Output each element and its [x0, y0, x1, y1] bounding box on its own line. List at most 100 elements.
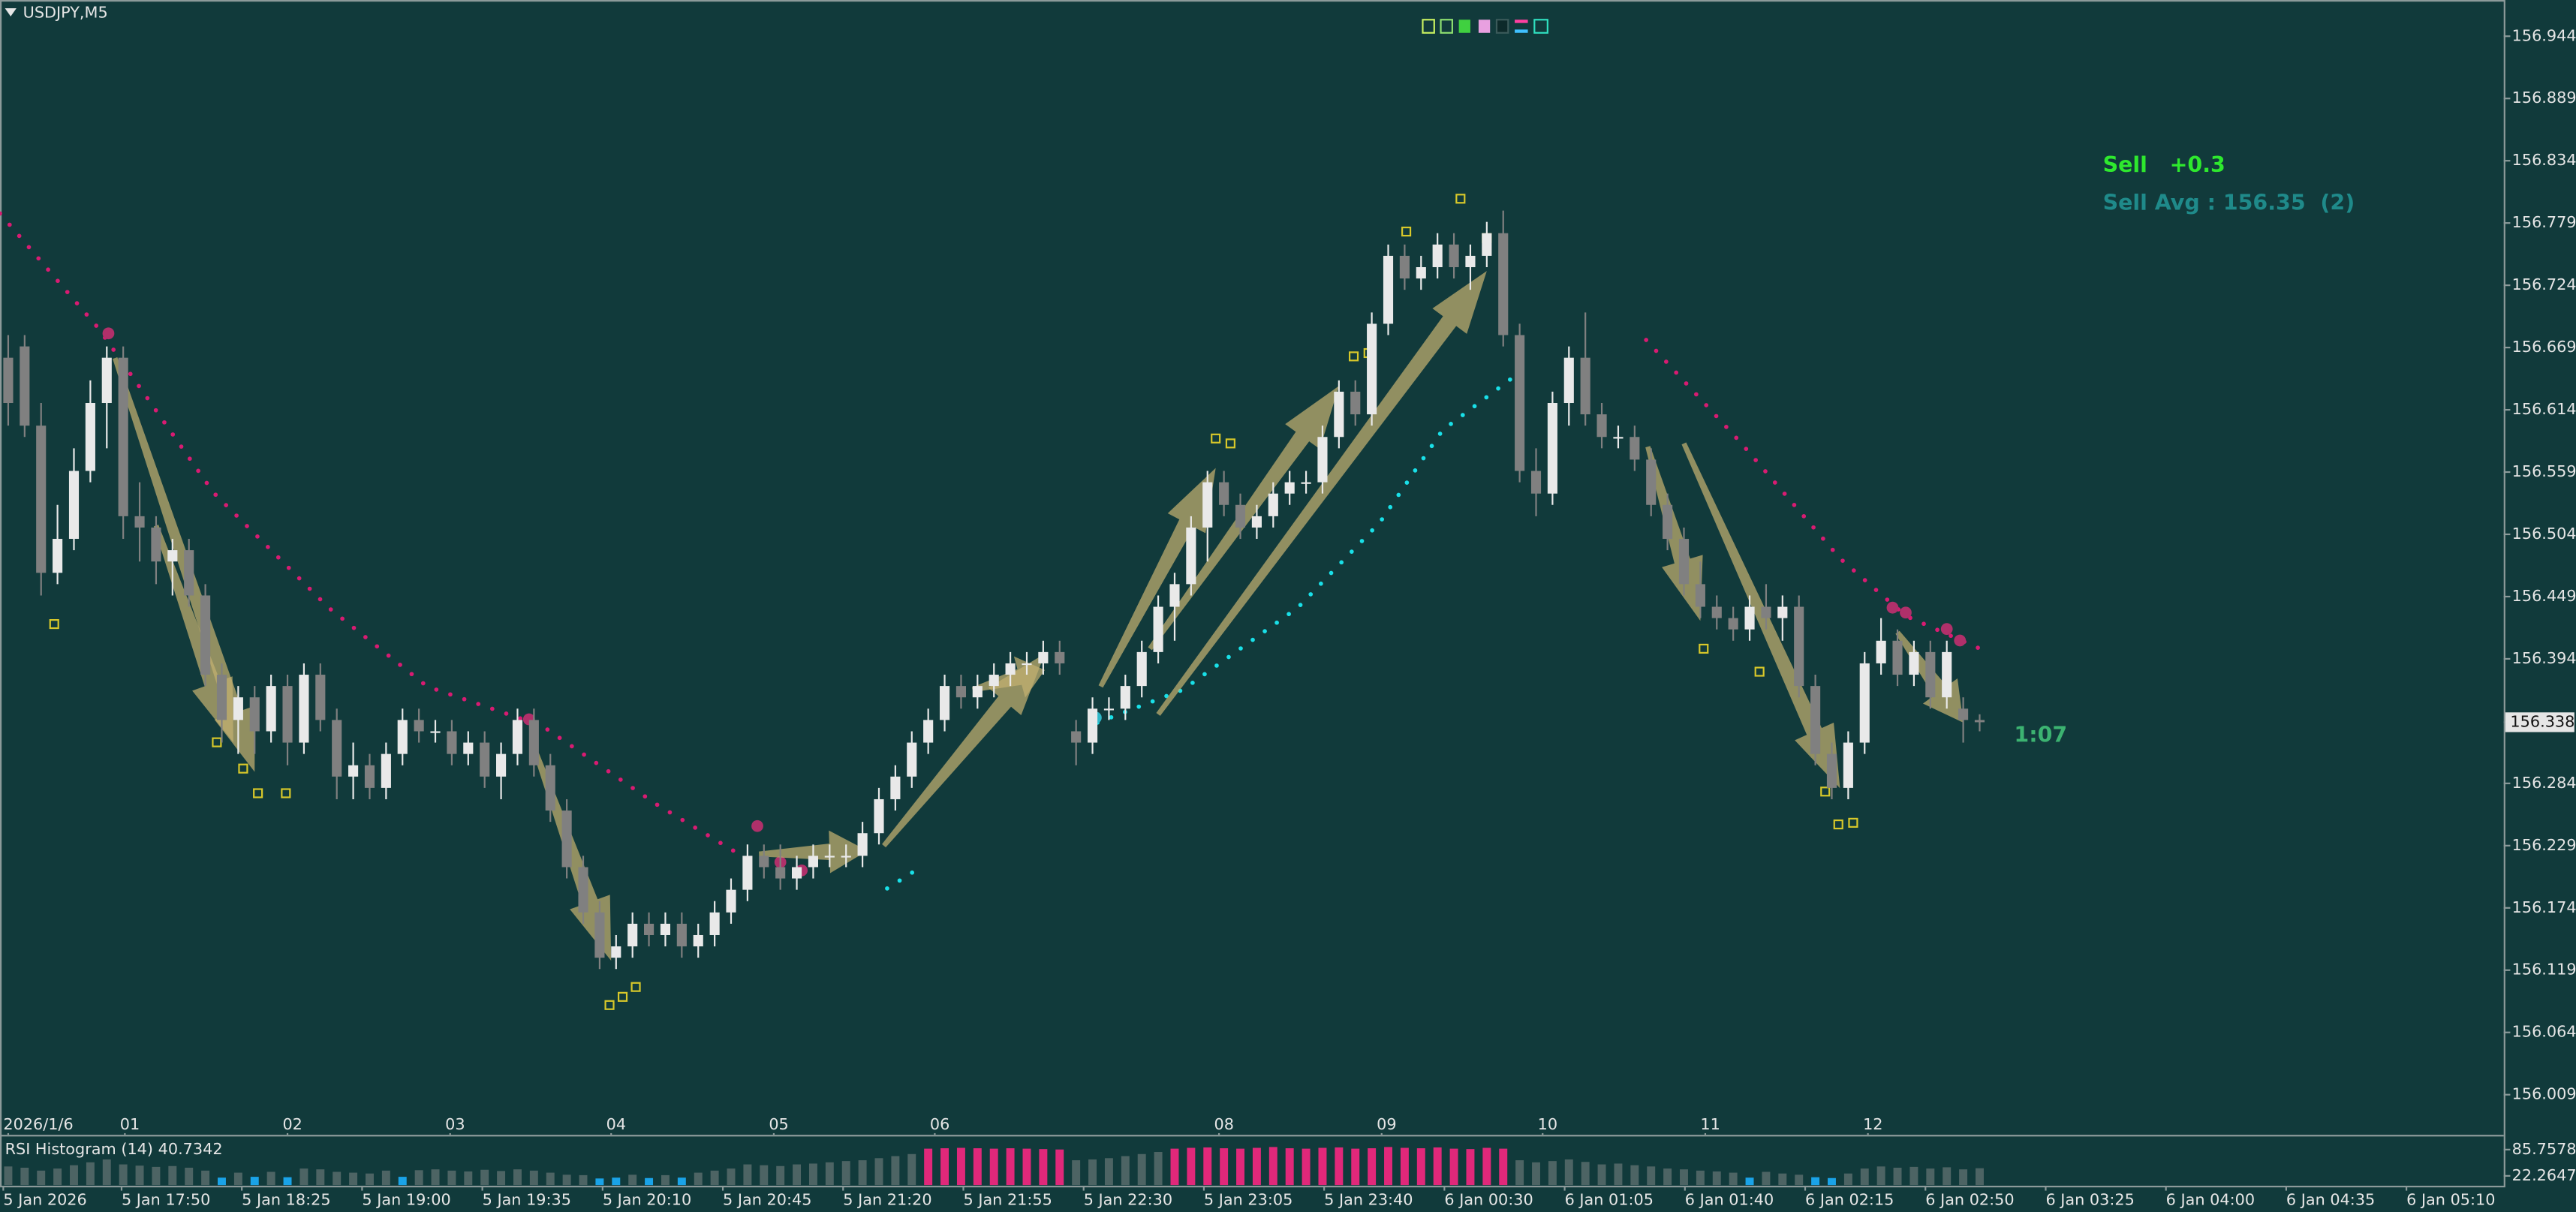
- rsi-bar: [70, 1165, 78, 1186]
- candle-body: [1530, 471, 1542, 494]
- y-tick-label: 156.559: [2512, 462, 2576, 480]
- tool-icon[interactable]: [1495, 19, 1509, 34]
- x-tick-label: 6 Jan 00:30: [1444, 1191, 1533, 1209]
- hour-label: 01: [120, 1115, 140, 1133]
- marker: [1348, 351, 1359, 362]
- rsi-bar: [1581, 1162, 1590, 1186]
- signal-dot: [102, 327, 115, 340]
- candle-body: [1416, 266, 1426, 279]
- rsi-bar: [1943, 1167, 1952, 1186]
- rsi-bar: [1187, 1147, 1196, 1186]
- candle-body: [1169, 584, 1180, 607]
- rsi-bar: [1220, 1148, 1229, 1186]
- candle-body: [594, 912, 605, 958]
- hour-label: 09: [1377, 1115, 1396, 1133]
- rsi-bar: [1795, 1174, 1804, 1186]
- menu-arrow[interactable]: [5, 8, 17, 17]
- rsi-bar: [924, 1148, 933, 1186]
- rsi-bar: [1630, 1165, 1639, 1186]
- x-tick-label: 6 Jan 01:05: [1565, 1191, 1654, 1209]
- candle-body: [332, 720, 342, 777]
- y-tick-label: 156.504: [2512, 525, 2576, 543]
- x-tick-label: 5 Jan 21:55: [963, 1191, 1052, 1209]
- rsi-bar: [1696, 1170, 1705, 1186]
- y-tick-label: 156.449: [2512, 587, 2576, 605]
- rsi-bar: [283, 1177, 292, 1186]
- candle-body: [1974, 720, 1985, 723]
- rsi-bar: [793, 1164, 802, 1186]
- marker: [1848, 817, 1858, 828]
- rsi-bar: [727, 1168, 736, 1186]
- candle-body: [1251, 516, 1262, 528]
- rsi-bar: [546, 1172, 555, 1186]
- candle-body: [3, 357, 14, 404]
- y-tick-label: 156.834: [2512, 151, 2576, 169]
- rsi-bar: [480, 1169, 489, 1186]
- hour-label: 06: [930, 1115, 949, 1133]
- x-tick-label: 5 Jan 18:25: [242, 1191, 330, 1209]
- candle-body: [726, 889, 736, 913]
- tool-icon[interactable]: [1478, 20, 1491, 33]
- tool-icon[interactable]: [1533, 19, 1548, 34]
- x-tick-label: 5 Jan 2026: [3, 1191, 86, 1209]
- toolbar[interactable]: [1422, 19, 1548, 34]
- rsi-bar: [1285, 1148, 1294, 1186]
- candle-body: [282, 686, 293, 743]
- hour-label: 08: [1214, 1115, 1234, 1133]
- hour-label: 10: [1538, 1115, 1557, 1133]
- candle-body: [1071, 731, 1082, 743]
- rsi-bar: [185, 1167, 194, 1186]
- candle-body: [824, 856, 835, 858]
- marker: [1401, 226, 1412, 237]
- candle-body: [496, 753, 507, 777]
- tool-icon[interactable]: [1422, 19, 1435, 34]
- sar-dots: [0, 211, 755, 865]
- candle-body: [249, 697, 260, 732]
- candle-body: [1563, 357, 1574, 404]
- candle-body: [528, 720, 539, 765]
- rsi-bar: [595, 1178, 604, 1186]
- rsi-bar: [1828, 1177, 1836, 1186]
- hour-label: 12: [1863, 1115, 1882, 1133]
- rsi-bar: [1959, 1169, 1968, 1186]
- marker: [49, 619, 59, 630]
- candle-body: [1728, 618, 1738, 630]
- rsi-bar: [316, 1169, 325, 1186]
- candle-body: [972, 686, 983, 698]
- candle-body: [348, 765, 359, 777]
- marker: [1225, 438, 1235, 449]
- rsi-bar: [414, 1170, 423, 1186]
- rsi-bar: [874, 1158, 883, 1186]
- candle-body: [1942, 651, 1952, 698]
- x-tick-label: 5 Jan 22:30: [1084, 1191, 1172, 1209]
- candle-body: [430, 731, 441, 733]
- rsi-bar: [1022, 1148, 1031, 1186]
- rsi-bar: [776, 1165, 785, 1186]
- signal-dot: [1900, 606, 1912, 619]
- candle-body: [890, 776, 901, 799]
- candle-body: [315, 675, 326, 720]
- candle-body: [1367, 323, 1377, 415]
- trade-label: Sell +0.3: [2103, 152, 2225, 177]
- indicators: [0, 194, 1994, 1010]
- candle-body: [167, 550, 178, 562]
- candle-body: [1909, 651, 1919, 675]
- tool-icon[interactable]: [1440, 19, 1453, 34]
- candle-body: [1596, 414, 1607, 438]
- x-tick-label: 6 Jan 04:00: [2166, 1191, 2255, 1209]
- tool-icon[interactable]: [1458, 20, 1470, 33]
- candle-body: [1613, 437, 1624, 439]
- x-tick-label: 5 Jan 17:50: [122, 1191, 210, 1209]
- candle-body: [1843, 742, 1853, 788]
- y-tick-label: 156.724: [2512, 275, 2576, 293]
- rsi-bar: [661, 1174, 670, 1186]
- candle-body: [644, 923, 655, 935]
- candle-body: [907, 742, 917, 777]
- signal-dot: [1886, 601, 1899, 614]
- candle-body: [463, 742, 474, 754]
- candle-body: [1103, 708, 1114, 711]
- candle-body: [101, 357, 112, 404]
- rsi-bar: [233, 1172, 242, 1186]
- trend-arrow: [1156, 271, 1487, 716]
